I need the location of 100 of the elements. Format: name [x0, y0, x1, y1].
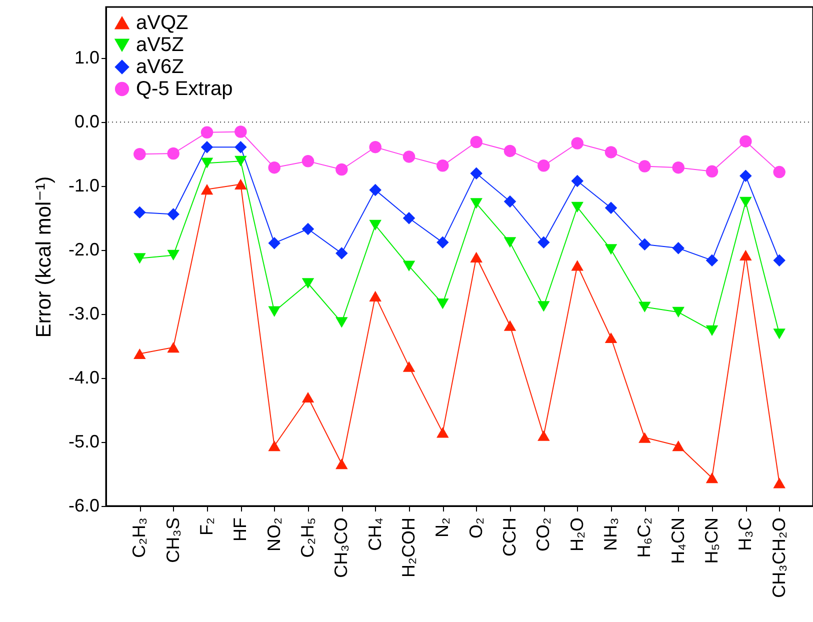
point — [773, 478, 786, 488]
x-tick-label: H₅CN — [702, 518, 722, 564]
x-tick-label: H₃C — [735, 518, 756, 551]
point — [672, 440, 684, 452]
point — [436, 236, 449, 249]
y-tick-label: -3.0 — [68, 304, 100, 324]
point — [234, 126, 247, 138]
point — [638, 238, 651, 250]
point — [134, 253, 146, 264]
point — [402, 361, 416, 372]
point — [234, 156, 247, 166]
point — [200, 158, 214, 168]
point — [672, 242, 684, 254]
x-tick-label: H₆C₂ — [634, 517, 654, 558]
point — [167, 250, 180, 261]
x-tick-label: NO₂ — [264, 518, 284, 552]
point — [470, 252, 482, 262]
point — [672, 161, 684, 174]
point — [504, 320, 516, 331]
point — [773, 166, 786, 178]
x-tick-label: CCH — [500, 518, 520, 556]
point — [134, 148, 146, 160]
point — [571, 137, 584, 150]
point — [773, 254, 786, 266]
point — [706, 325, 718, 336]
x-tick-label: H₄CN — [668, 518, 688, 564]
point — [369, 184, 382, 196]
point — [234, 140, 247, 154]
point — [302, 222, 314, 236]
x-tick-label: N₂ — [432, 518, 452, 538]
point — [302, 392, 314, 403]
point — [369, 290, 382, 302]
point — [167, 147, 180, 160]
point — [369, 140, 382, 154]
point — [571, 202, 584, 213]
point — [604, 332, 618, 344]
x-tick-label: HF — [230, 518, 250, 542]
point — [167, 342, 180, 353]
point — [470, 136, 482, 148]
point — [740, 135, 752, 148]
x-tick-label: H₂O — [566, 518, 587, 552]
point — [402, 260, 416, 272]
point — [706, 254, 718, 266]
point — [706, 472, 718, 484]
point — [638, 302, 651, 312]
point — [200, 126, 214, 138]
legend-label: Q-5 Extrap — [136, 78, 233, 100]
point — [336, 317, 348, 328]
point — [740, 196, 752, 208]
legend-label: aVQZ — [136, 12, 188, 34]
point — [571, 174, 584, 188]
point — [740, 170, 752, 182]
point — [369, 220, 382, 230]
point — [740, 250, 752, 261]
x-tick-label: CH₃CH₂O — [768, 518, 789, 598]
point — [470, 198, 482, 209]
point — [470, 167, 482, 180]
x-tick-label: H₂COH — [398, 518, 418, 578]
point — [402, 150, 416, 163]
point — [773, 328, 786, 340]
point — [538, 430, 550, 441]
point — [672, 306, 684, 318]
legend-label: aV6Z — [136, 56, 184, 78]
point — [268, 161, 280, 174]
point — [706, 165, 718, 178]
point — [436, 160, 449, 172]
point — [504, 144, 516, 158]
point — [538, 160, 550, 172]
point — [604, 146, 618, 158]
point — [200, 140, 214, 154]
point — [504, 237, 516, 248]
point — [302, 278, 314, 289]
x-tick-label: C₂H₃ — [129, 518, 150, 558]
point — [638, 160, 651, 172]
legend-label: aV5Z — [136, 34, 184, 56]
point — [336, 247, 348, 260]
point — [234, 178, 247, 190]
point — [604, 244, 618, 255]
x-tick-label: C₂H₅ — [298, 518, 318, 558]
point — [336, 458, 348, 470]
point — [538, 236, 550, 249]
point — [134, 206, 146, 218]
y-axis-title: Error (kcal mol⁻¹) — [32, 176, 56, 338]
x-tick-label: CH₄ — [364, 518, 385, 551]
y-tick-label: 0.0 — [74, 112, 100, 132]
x-tick-label: CH₃S — [162, 518, 183, 563]
point — [302, 155, 314, 168]
y-tick-label: -2.0 — [68, 240, 100, 260]
point — [336, 163, 348, 176]
point — [402, 212, 416, 224]
x-tick-label: O₂ — [466, 518, 486, 538]
point — [268, 440, 280, 452]
y-tick-label: -5.0 — [68, 432, 100, 452]
y-tick-label: -4.0 — [68, 368, 100, 388]
point — [268, 306, 280, 317]
point — [538, 301, 550, 312]
x-tick-label: F₂ — [196, 517, 216, 536]
x-tick-label: CO₂ — [533, 518, 554, 552]
point — [436, 427, 449, 438]
x-tick-label: NH₃ — [600, 518, 620, 551]
